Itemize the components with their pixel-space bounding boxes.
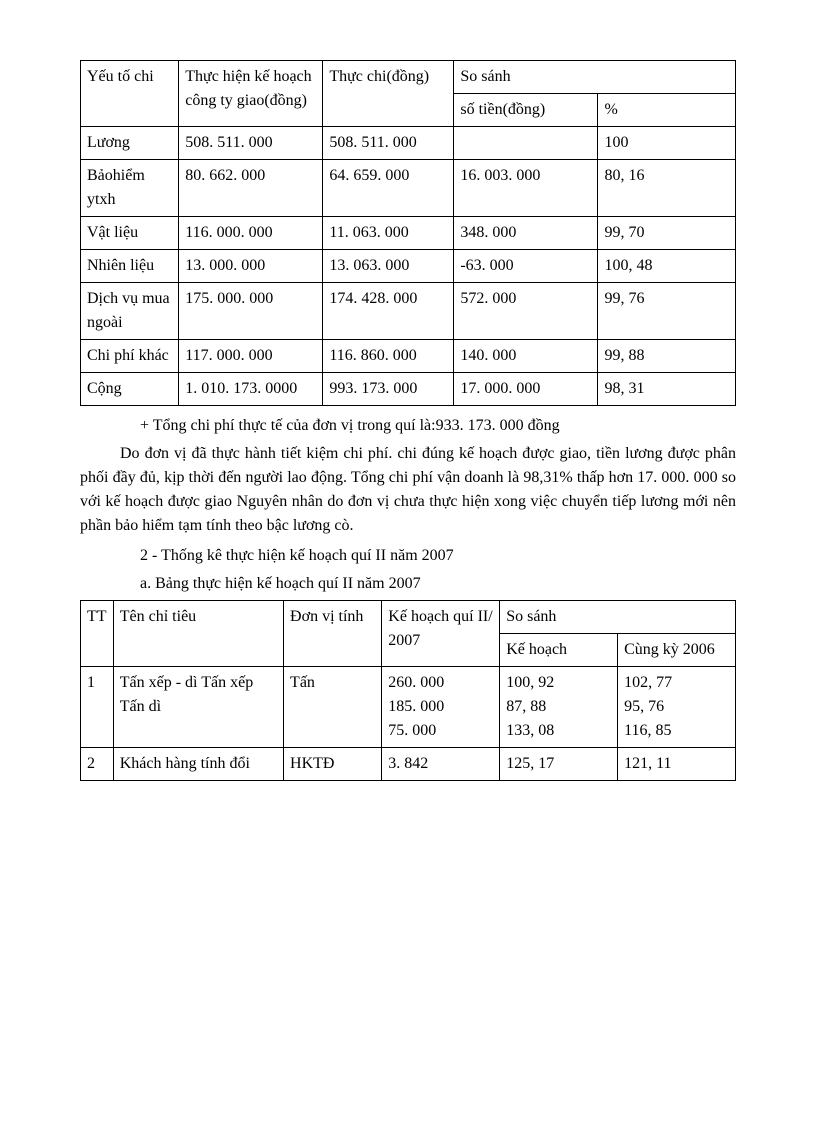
cell: Tấn (284, 667, 382, 748)
cell-line: 87, 88 (506, 695, 611, 719)
header-plan-q2: Kế hoạch quí II/ 2007 (382, 601, 500, 667)
cell: 102, 77 95, 76 116, 85 (618, 667, 736, 748)
cell: 140. 000 (454, 340, 598, 373)
summary-total: + Tổng chi phí thực tế của đơn vị trong … (80, 414, 736, 438)
cell: Khách hàng tính đổi (113, 748, 283, 781)
cell-line: 133, 08 (506, 719, 611, 743)
cell: 80. 662. 000 (179, 160, 323, 217)
plan-table: TT Tên chỉ tiêu Đơn vị tính Kế hoạch quí… (80, 600, 736, 781)
cell: 99, 88 (598, 340, 736, 373)
cell: 1. 010. 173. 0000 (179, 373, 323, 406)
cell: 99, 70 (598, 217, 736, 250)
cell: 117. 000. 000 (179, 340, 323, 373)
header-unit: Đơn vị tính (284, 601, 382, 667)
cell-line: 95, 76 (624, 695, 729, 719)
cell-line: 102, 77 (624, 671, 729, 695)
cell: 993. 173. 000 (323, 373, 454, 406)
cell: 16. 003. 000 (454, 160, 598, 217)
cell: Cộng (81, 373, 179, 406)
header-indicator: Tên chỉ tiêu (113, 601, 283, 667)
table-row: 1 Tấn xếp - dì Tấn xếp Tấn dì Tấn 260. 0… (81, 667, 736, 748)
section-heading-2a: a. Bảng thực hiện kế hoạch quí II năm 20… (80, 572, 736, 596)
cell: 116. 860. 000 (323, 340, 454, 373)
table-row: Cộng 1. 010. 173. 0000 993. 173. 000 17.… (81, 373, 736, 406)
cell: Bảohiểm ytxh (81, 160, 179, 217)
cell: 125, 17 (500, 748, 618, 781)
cell-line: 116, 85 (624, 719, 729, 743)
header-percent: % (598, 94, 736, 127)
header-actual: Thực chi(đồng) (323, 61, 454, 127)
cell: 17. 000. 000 (454, 373, 598, 406)
header-compare: So sánh (454, 61, 736, 94)
cell: Chi phí khác (81, 340, 179, 373)
cell: 98, 31 (598, 373, 736, 406)
section-heading-2: 2 - Thống kê thực hiện kế hoạch quí II n… (80, 544, 736, 568)
cell: 13. 063. 000 (323, 250, 454, 283)
summary-paragraph: Do đơn vị đã thực hành tiết kiệm chi phí… (80, 442, 736, 538)
cell: 260. 000 185. 000 75. 000 (382, 667, 500, 748)
cell: 572. 000 (454, 283, 598, 340)
header-same-period: Cùng kỳ 2006 (618, 634, 736, 667)
cell (454, 127, 598, 160)
header-plan2: Kế hoạch (500, 634, 618, 667)
cell: 175. 000. 000 (179, 283, 323, 340)
table-row: Nhiên liệu 13. 000. 000 13. 063. 000 -63… (81, 250, 736, 283)
table-row: Bảohiểm ytxh 80. 662. 000 64. 659. 000 1… (81, 160, 736, 217)
cell: 100 (598, 127, 736, 160)
table-row: 2 Khách hàng tính đổi HKTĐ 3. 842 125, 1… (81, 748, 736, 781)
cell: 11. 063. 000 (323, 217, 454, 250)
cell: Dịch vụ mua ngoài (81, 283, 179, 340)
cell-line: 260. 000 (388, 671, 493, 695)
header-amount: số tiền(đồng) (454, 94, 598, 127)
cell: Lương (81, 127, 179, 160)
table-row: Dịch vụ mua ngoài 175. 000. 000 174. 428… (81, 283, 736, 340)
cell: Tấn xếp - dì Tấn xếp Tấn dì (113, 667, 283, 748)
cell: Vật liệu (81, 217, 179, 250)
cell: 80, 16 (598, 160, 736, 217)
cell: 100, 48 (598, 250, 736, 283)
cell: 121, 11 (618, 748, 736, 781)
header-plan: Thực hiện kế hoạch công ty giao(đồng) (179, 61, 323, 127)
cost-table: Yếu tố chi Thực hiện kế hoạch công ty gi… (80, 60, 736, 406)
cell: 100, 92 87, 88 133, 08 (500, 667, 618, 748)
header-factor: Yếu tố chi (81, 61, 179, 127)
cell: 116. 000. 000 (179, 217, 323, 250)
cell: 508. 511. 000 (323, 127, 454, 160)
cell: 3. 842 (382, 748, 500, 781)
table-row: Lương 508. 511. 000 508. 511. 000 100 (81, 127, 736, 160)
cell: Nhiên liệu (81, 250, 179, 283)
cell-line: 185. 000 (388, 695, 493, 719)
cell: 348. 000 (454, 217, 598, 250)
table-row: Vật liệu 116. 000. 000 11. 063. 000 348.… (81, 217, 736, 250)
cell: 174. 428. 000 (323, 283, 454, 340)
cell-line: 75. 000 (388, 719, 493, 743)
cell: 508. 511. 000 (179, 127, 323, 160)
cell: 13. 000. 000 (179, 250, 323, 283)
header-tt: TT (81, 601, 114, 667)
cell: 99, 76 (598, 283, 736, 340)
cell-line: 100, 92 (506, 671, 611, 695)
cell: 64. 659. 000 (323, 160, 454, 217)
cell: 1 (81, 667, 114, 748)
cell: -63. 000 (454, 250, 598, 283)
cell: 2 (81, 748, 114, 781)
table-row: Chi phí khác 117. 000. 000 116. 860. 000… (81, 340, 736, 373)
cell: HKTĐ (284, 748, 382, 781)
header-compare2: So sánh (500, 601, 736, 634)
